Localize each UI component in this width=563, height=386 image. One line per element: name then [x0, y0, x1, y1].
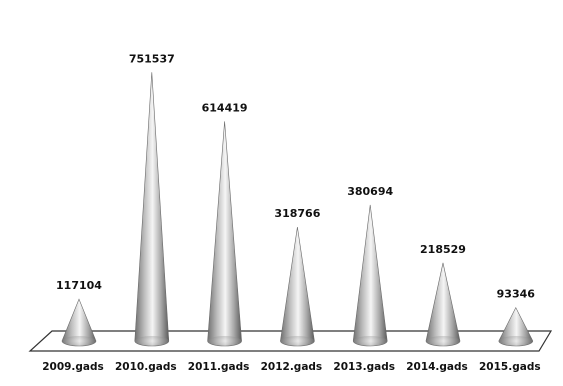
- cone-body: [207, 121, 242, 347]
- value-label: 614419: [202, 101, 248, 114]
- value-label: 318766: [274, 207, 320, 220]
- cone-base: [134, 336, 169, 346]
- cone-2012.gads: [280, 226, 315, 347]
- category-label: 2014.gads: [406, 361, 468, 373]
- cone-2015.gads: [498, 306, 534, 347]
- cone-body: [425, 262, 461, 347]
- cone-2011.gads: [207, 121, 242, 347]
- cone-body: [280, 226, 315, 347]
- value-labels-layer: 117104 751537 614419 318766 380694 218529 9334…: [56, 52, 535, 300]
- cone-base: [280, 336, 315, 346]
- value-label: 380694: [347, 185, 393, 198]
- cone-base: [353, 336, 388, 346]
- category-label: 2013.gads: [333, 361, 395, 373]
- cone-base: [62, 336, 96, 346]
- value-label: 751537: [129, 52, 175, 65]
- category-label: 2012.gads: [261, 361, 323, 373]
- cone-2013.gads: [352, 204, 388, 347]
- cone-body: [352, 204, 388, 347]
- cone-base: [498, 336, 533, 346]
- value-label: 93346: [497, 288, 536, 301]
- cones-layer: [61, 72, 534, 347]
- category-label: 2011.gads: [188, 361, 250, 373]
- category-label: 2015.gads: [479, 361, 541, 373]
- cone-base: [426, 336, 460, 346]
- category-labels-layer: 2009.gads 2010.gads 2011.gads 2012.gads 2013…: [42, 361, 540, 373]
- cone-2009.gads: [61, 298, 97, 347]
- value-label: 218529: [420, 243, 466, 256]
- cone-2014.gads: [425, 262, 461, 347]
- category-label: 2010.gads: [115, 361, 177, 373]
- category-label: 2009.gads: [42, 361, 104, 373]
- cone-body: [134, 72, 170, 347]
- value-label: 117104: [56, 279, 102, 292]
- cone-2010.gads: [134, 72, 170, 347]
- cone-base: [207, 336, 242, 346]
